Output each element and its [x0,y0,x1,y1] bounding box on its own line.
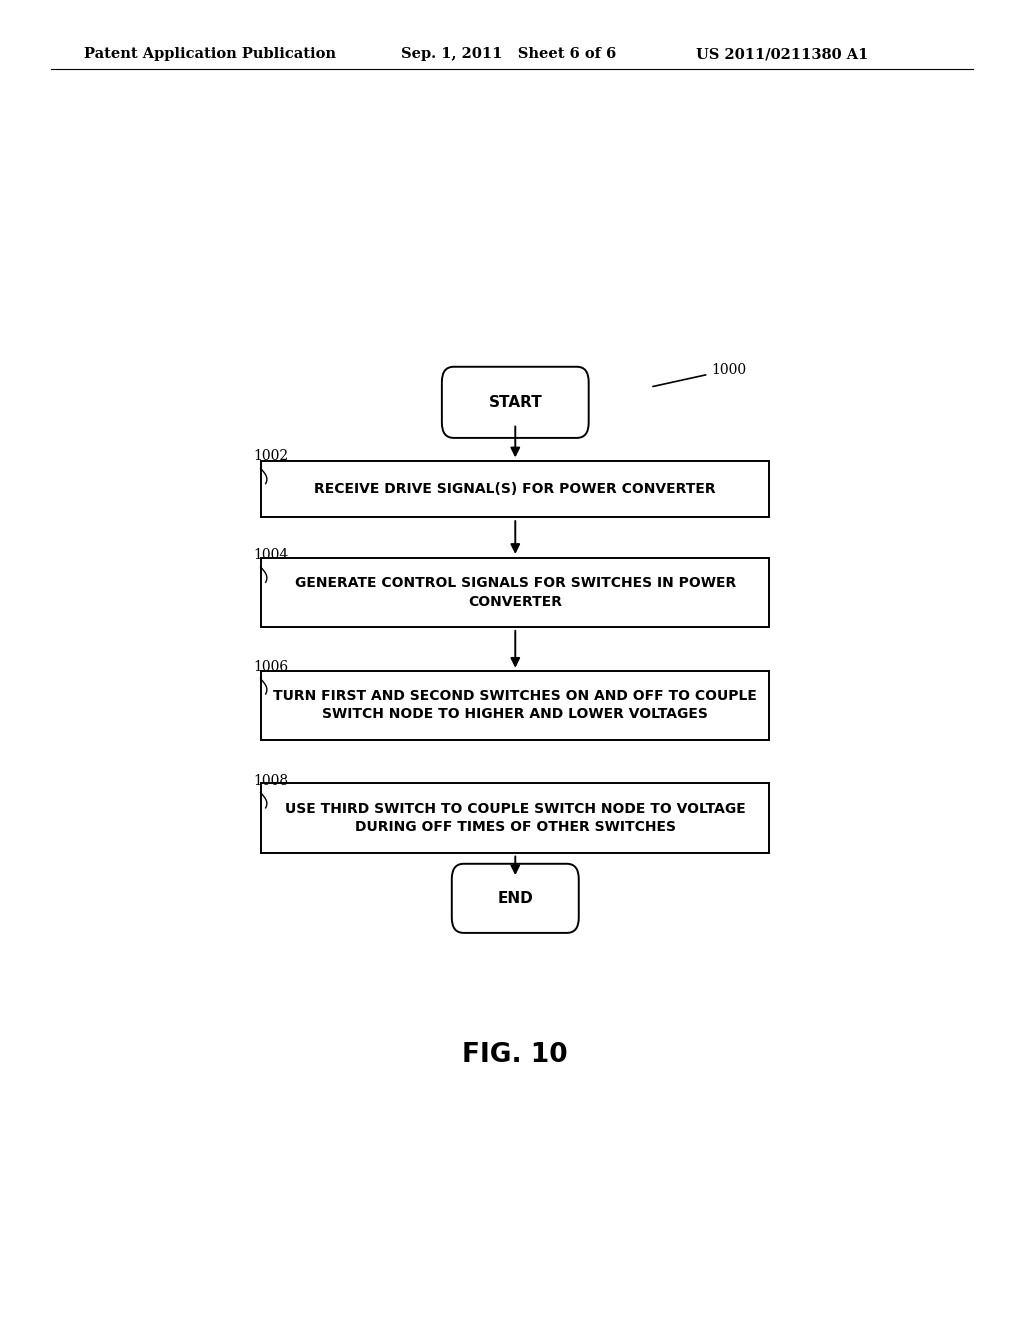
Text: END: END [498,891,534,906]
Text: US 2011/0211380 A1: US 2011/0211380 A1 [696,48,868,61]
Text: 1004: 1004 [253,548,289,562]
FancyBboxPatch shape [261,558,769,627]
FancyBboxPatch shape [452,863,579,933]
FancyBboxPatch shape [261,461,769,516]
Text: 1002: 1002 [253,449,289,463]
Text: Patent Application Publication: Patent Application Publication [84,48,336,61]
Text: RECEIVE DRIVE SIGNAL(S) FOR POWER CONVERTER: RECEIVE DRIVE SIGNAL(S) FOR POWER CONVER… [314,482,716,496]
Text: GENERATE CONTROL SIGNALS FOR SWITCHES IN POWER
CONVERTER: GENERATE CONTROL SIGNALS FOR SWITCHES IN… [295,577,736,609]
FancyBboxPatch shape [442,367,589,438]
Text: 1000: 1000 [653,363,746,387]
FancyBboxPatch shape [261,671,769,739]
Text: FIG. 10: FIG. 10 [463,1041,568,1068]
Text: 1008: 1008 [253,774,289,788]
Text: TURN FIRST AND SECOND SWITCHES ON AND OFF TO COUPLE
SWITCH NODE TO HIGHER AND LO: TURN FIRST AND SECOND SWITCHES ON AND OF… [273,689,757,722]
Text: Sep. 1, 2011   Sheet 6 of 6: Sep. 1, 2011 Sheet 6 of 6 [401,48,616,61]
Text: START: START [488,395,542,409]
Text: 1006: 1006 [253,660,289,673]
FancyBboxPatch shape [261,784,769,853]
Text: USE THIRD SWITCH TO COUPLE SWITCH NODE TO VOLTAGE
DURING OFF TIMES OF OTHER SWIT: USE THIRD SWITCH TO COUPLE SWITCH NODE T… [285,801,745,834]
